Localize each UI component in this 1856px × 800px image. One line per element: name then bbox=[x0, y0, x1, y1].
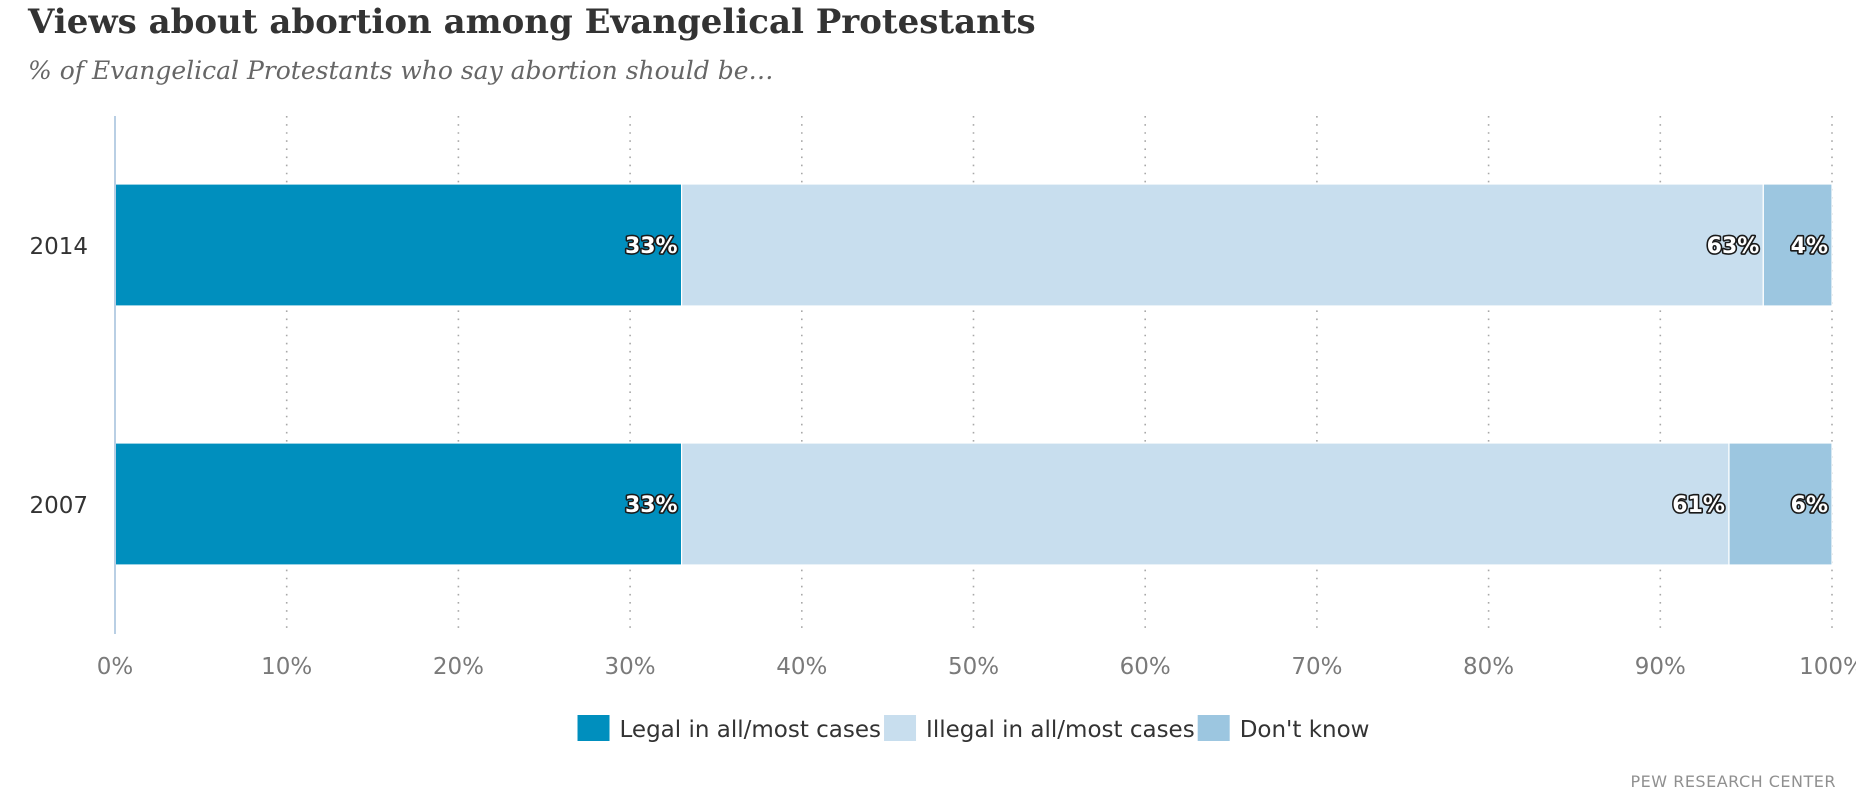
legend: Legal in all/most cases Illegal in all/mo… bbox=[577, 715, 1370, 743]
chart-title: Views about abortion among Evangelical P… bbox=[28, 2, 1036, 42]
x-tick-label: 50% bbox=[948, 654, 999, 680]
legend-swatch-illegal-in-all-most-cases bbox=[884, 715, 917, 741]
legend-label-illegal-in-all-most-cases: Illegal in all/most cases bbox=[926, 717, 1195, 743]
bar-illegal-in-all-most-cases-2007 bbox=[681, 442, 1730, 566]
x-tick-label: 100% bbox=[1799, 654, 1856, 680]
x-tick-label: 30% bbox=[605, 654, 656, 680]
x-tick-label: 70% bbox=[1291, 654, 1342, 680]
x-tick-label: 10% bbox=[261, 654, 312, 680]
data-label-illegal-in-all-most-cases-2007: 61% bbox=[1672, 493, 1725, 518]
x-tick-label: 40% bbox=[776, 654, 827, 680]
bar-legal-in-all-most-cases-2014 bbox=[114, 183, 683, 307]
bar-legal-in-all-most-cases-2007 bbox=[114, 442, 683, 566]
x-tick-label: 90% bbox=[1635, 654, 1686, 680]
x-tick-label: 60% bbox=[1120, 654, 1171, 680]
x-tick-label: 20% bbox=[433, 654, 484, 680]
legend-swatch-legal-in-all-most-cases bbox=[577, 715, 610, 741]
data-label-legal-in-all-most-cases-2007: 33% bbox=[625, 493, 678, 518]
bar-don-t-know-2007 bbox=[1728, 442, 1833, 566]
data-labels: 33% 63% 4% 33% 61% 6% bbox=[623, 232, 1829, 519]
legend-label-legal-in-all-most-cases: Legal in all/most cases bbox=[620, 717, 882, 743]
chart-subtitle: % of Evangelical Protestants who say abo… bbox=[28, 56, 774, 85]
data-label-don-t-know-2007: 6% bbox=[1791, 493, 1828, 518]
data-label-legal-in-all-most-cases-2014: 33% bbox=[625, 234, 678, 259]
data-label-illegal-in-all-most-cases-2014: 63% bbox=[1707, 234, 1760, 259]
bar-illegal-in-all-most-cases-2014 bbox=[681, 183, 1764, 307]
axes: 0% 10% 20% 30% 40% 50% 60% 70% 80% 90% 100% 2014 200… bbox=[29, 116, 1856, 680]
legend-swatch-don-t-know bbox=[1197, 715, 1230, 741]
bars bbox=[114, 183, 1833, 566]
category-label-2014: 2014 bbox=[29, 234, 88, 260]
legend-label-don-t-know: Don't know bbox=[1240, 717, 1370, 743]
source-credit: PEW RESEARCH CENTER bbox=[1630, 772, 1836, 791]
bar-don-t-know-2014 bbox=[1762, 183, 1833, 307]
x-tick-label: 80% bbox=[1463, 654, 1514, 680]
x-tick-label: 0% bbox=[97, 654, 134, 680]
category-label-2007: 2007 bbox=[29, 493, 88, 519]
data-label-don-t-know-2014: 4% bbox=[1791, 234, 1828, 259]
